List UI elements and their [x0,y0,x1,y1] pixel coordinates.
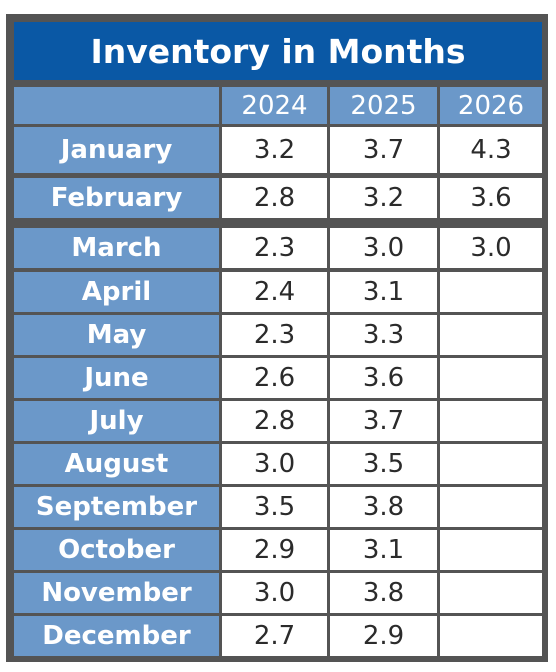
row-label: July [14,401,219,441]
table-cell: 3.8 [330,573,437,613]
table-cell: 3.7 [330,127,437,173]
table-title: Inventory in Months [14,22,542,80]
table-cell [440,573,542,613]
table-cell: 3.1 [330,272,437,312]
row-label: November [14,573,219,613]
row-label: February [14,178,219,218]
table-cell: 2.9 [222,530,327,570]
table-cell: 3.0 [222,573,327,613]
column-header: 2025 [330,87,437,124]
table-cell: 2.6 [222,358,327,398]
row-label: August [14,444,219,484]
table-cell: 3.6 [440,178,542,218]
table-cell: 3.2 [222,127,327,173]
table-cell: 3.5 [222,487,327,527]
table-cell: 3.1 [330,530,437,570]
table-cell [440,616,542,656]
table-cell: 3.2 [330,178,437,218]
table-cell [440,487,542,527]
row-label: December [14,616,219,656]
table-cell [440,358,542,398]
row-label: October [14,530,219,570]
table-cell: 2.8 [222,401,327,441]
table-cell: 3.0 [330,228,437,268]
table-cell: 3.6 [330,358,437,398]
table-cell: 3.7 [330,401,437,441]
row-label: June [14,358,219,398]
table-cell [440,315,542,355]
table-cell [440,272,542,312]
table-cell: 2.8 [222,178,327,218]
table-cell: 3.5 [330,444,437,484]
column-header: 2026 [440,87,542,124]
row-label: May [14,315,219,355]
row-label: March [14,228,219,268]
row-label: April [14,272,219,312]
table-cell: 2.3 [222,315,327,355]
table-cell: 4.3 [440,127,542,173]
header-corner [14,87,219,124]
table-cell: 3.3 [330,315,437,355]
table-cell: 2.4 [222,272,327,312]
table-cell: 3.0 [222,444,327,484]
row-label: September [14,487,219,527]
table-cell: 2.7 [222,616,327,656]
table-cell [440,444,542,484]
table-cell: 2.3 [222,228,327,268]
row-label: January [14,127,219,173]
table-cell: 3.8 [330,487,437,527]
table-cell: 2.9 [330,616,437,656]
table-cell: 3.0 [440,228,542,268]
table-cell [440,530,542,570]
table-cell [440,401,542,441]
column-header: 2024 [222,87,327,124]
